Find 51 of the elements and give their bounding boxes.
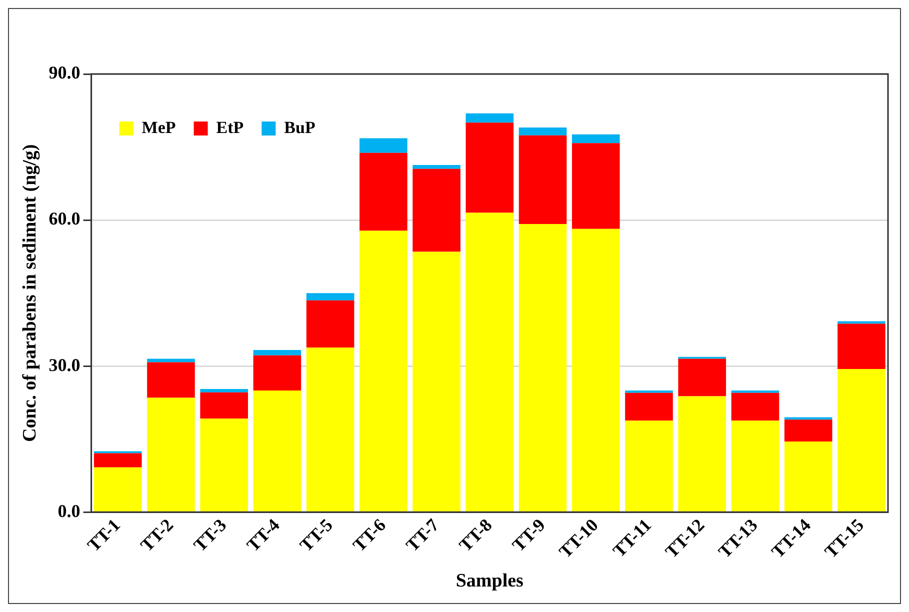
bar — [731, 420, 780, 512]
bar — [412, 168, 460, 252]
legend-label: MeP — [142, 118, 176, 137]
bar — [412, 252, 460, 512]
bar — [731, 390, 780, 393]
x-axis-title: Samples — [456, 570, 524, 592]
bar — [253, 350, 302, 356]
bar — [625, 392, 673, 421]
bar — [306, 348, 354, 512]
bar — [360, 152, 408, 231]
bar — [731, 392, 780, 421]
bar — [94, 453, 142, 468]
bar — [518, 135, 567, 224]
bar — [838, 369, 886, 512]
y-tick-label: 30.0 — [48, 354, 80, 375]
x-tick-label: TT-1 — [83, 514, 124, 556]
bar — [253, 355, 302, 390]
bar — [625, 390, 673, 393]
bar — [625, 420, 673, 512]
bar — [784, 420, 832, 442]
bar — [200, 388, 248, 392]
bar — [253, 390, 302, 512]
bar — [94, 467, 142, 512]
bar — [784, 417, 832, 420]
y-tick-label: 60.0 — [48, 208, 80, 229]
bar — [678, 358, 726, 396]
bar — [518, 128, 567, 136]
bar — [412, 165, 460, 169]
bar — [147, 398, 195, 512]
bar — [200, 418, 248, 512]
y-axis-title: Conc. of parabens in sediment (ng/g) — [19, 144, 40, 442]
bar — [466, 113, 514, 123]
bar — [360, 230, 408, 512]
y-tick-label: 90.0 — [48, 62, 80, 83]
legend-label: BuP — [284, 118, 316, 137]
y-tick-label: 0.0 — [58, 500, 80, 521]
bar — [147, 362, 195, 398]
bar — [838, 324, 886, 370]
bar — [572, 228, 620, 512]
bar — [572, 143, 620, 229]
bar — [572, 134, 620, 144]
legend-label: EtP — [216, 118, 244, 137]
bar — [518, 224, 567, 512]
bar — [306, 300, 354, 348]
bar — [466, 212, 514, 512]
bar — [306, 293, 354, 300]
bar — [360, 138, 408, 153]
bar — [784, 442, 832, 512]
bar — [678, 396, 726, 512]
bar — [200, 392, 248, 419]
bar — [466, 122, 514, 213]
